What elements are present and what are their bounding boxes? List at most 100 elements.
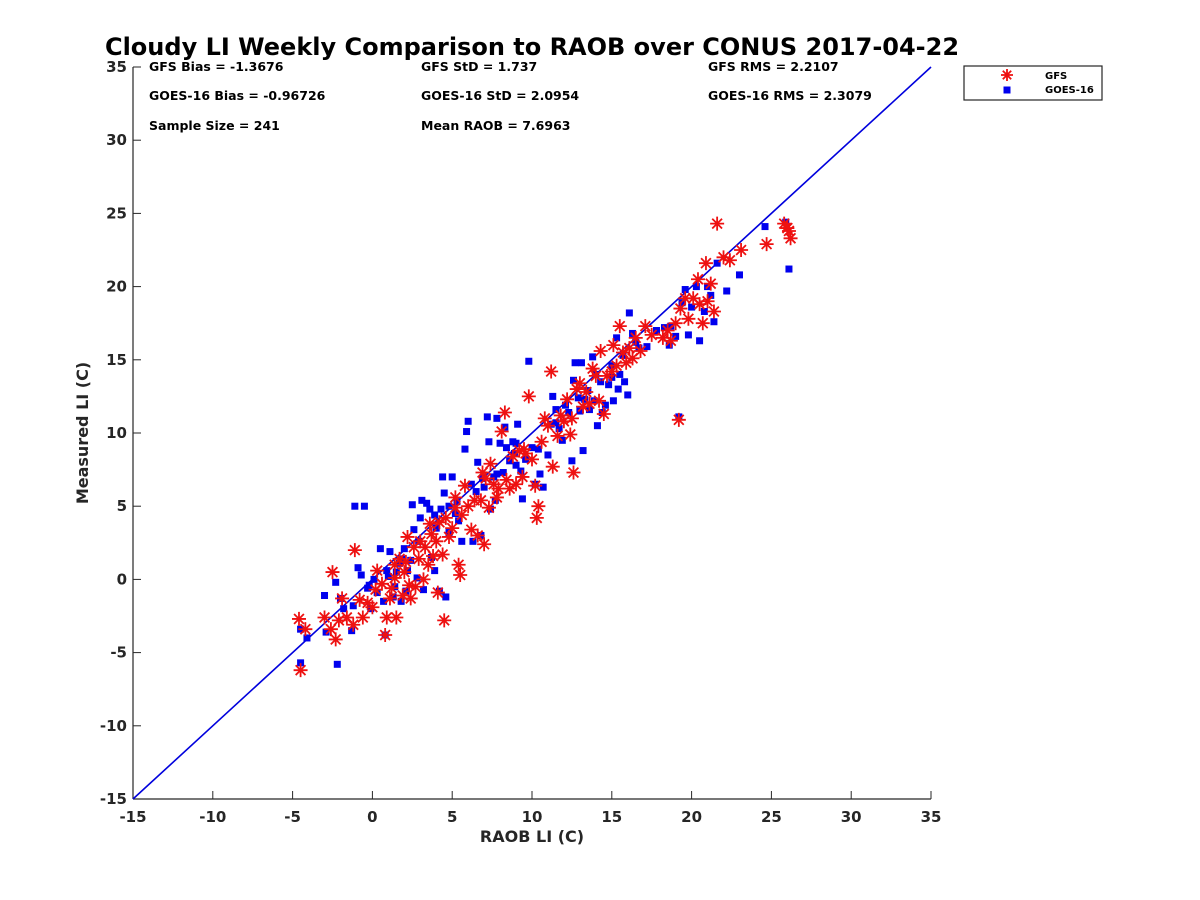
gfs-point [421,557,436,572]
gfs-point [534,434,549,449]
gfs-point [556,414,571,429]
gfs-point [400,529,415,544]
goes16-point [464,417,472,425]
goes16-point [354,564,362,572]
gfs-point [671,412,686,427]
goes16-point [684,331,692,339]
goes16-point [370,575,378,583]
goes16-point [483,413,491,421]
gfs-point [451,557,466,572]
gfs-point [722,253,737,268]
stat-annotation: GOES-16 Bias = -0.96726 [149,88,326,103]
gfs-point [339,610,354,625]
gfs-point [293,663,308,678]
goes16-point [480,483,488,491]
gfs-point [317,610,332,625]
x-tick-label: 25 [761,808,782,826]
goes16-point [493,414,501,422]
gfs-point [470,528,485,543]
gfs-point [413,534,428,549]
gfs-point [515,469,530,484]
x-tick-label: -15 [119,808,146,826]
gfs-point [435,547,450,562]
gfs-point [540,418,555,433]
gfs-point [403,591,418,606]
x-tick-label: 15 [601,808,622,826]
x-tick-label: 20 [681,808,702,826]
gfs-point [475,465,490,480]
goes16-point [785,265,793,273]
gfs-point [346,617,361,632]
gfs-point [582,396,597,411]
goes16-point [681,286,689,294]
gfs-point [395,588,410,603]
goes16-point [496,439,504,447]
gfs-point [464,522,479,537]
gfs-point [505,449,520,464]
goes16-point [696,337,704,345]
gfs-point [576,399,591,414]
goes16-point [426,505,434,513]
goes16-point [547,420,555,428]
gfs-point [389,610,404,625]
gfs-point [569,382,584,397]
gfs-point [622,341,637,356]
goes16-point [723,287,731,295]
gfs-point [481,500,496,515]
gfs-point [572,376,587,391]
goes16-point [349,602,357,610]
goes16-point [391,583,399,591]
goes16-point [692,283,700,291]
goes16-point [499,469,507,477]
goes16-point [624,391,632,399]
goes16-point [710,318,718,326]
gfs-point [406,540,421,555]
goes16-point [431,511,439,519]
y-tick-label: 30 [106,131,127,149]
y-axis-label: Measured LI (C) [73,362,92,504]
gfs-point [331,613,346,628]
goes16-point [512,439,520,447]
goes16-point [332,578,340,586]
stat-annotation: GOES-16 RMS = 2.3079 [708,88,872,103]
y-tick-label: 25 [106,204,127,222]
gfs-point [528,478,543,493]
y-tick-label: 35 [106,58,127,76]
goes16-point [333,660,341,668]
stat-annotation: GFS StD = 1.737 [421,59,537,74]
gfs-point [695,316,710,331]
goes16-point [491,496,499,504]
gfs-point [387,570,402,585]
gfs-point [686,291,701,306]
goes16-point [562,401,570,409]
goes16-point [565,409,573,417]
legend-gfs-label: GFS [1045,71,1067,82]
goes16-point [365,581,373,589]
goes16-point [534,445,542,453]
gfs-point [700,294,715,309]
goes16-point [431,567,439,575]
goes16-point [442,593,450,601]
goes16-point [518,495,526,503]
gfs-point [426,548,441,563]
goes16-point [351,502,359,510]
one-to-one-line [132,66,932,800]
goes16-point [605,381,613,389]
gfs-point [703,276,718,291]
gfs-point [777,216,792,231]
gfs-point [564,411,579,426]
gfs-point [432,515,447,530]
gfs-point [566,465,581,480]
gfs-point [355,610,370,625]
gfs-point [387,557,402,572]
gfs-point [477,537,492,552]
gfs-point [298,622,313,637]
y-tick-label: 15 [106,351,127,369]
gfs-point [638,319,653,334]
goes16-point [376,545,384,553]
x-tick-label: 0 [367,808,377,826]
gfs-point [430,585,445,600]
gfs-series [291,216,798,678]
x-tick-label: 10 [522,808,543,826]
goes16-point [502,444,510,452]
